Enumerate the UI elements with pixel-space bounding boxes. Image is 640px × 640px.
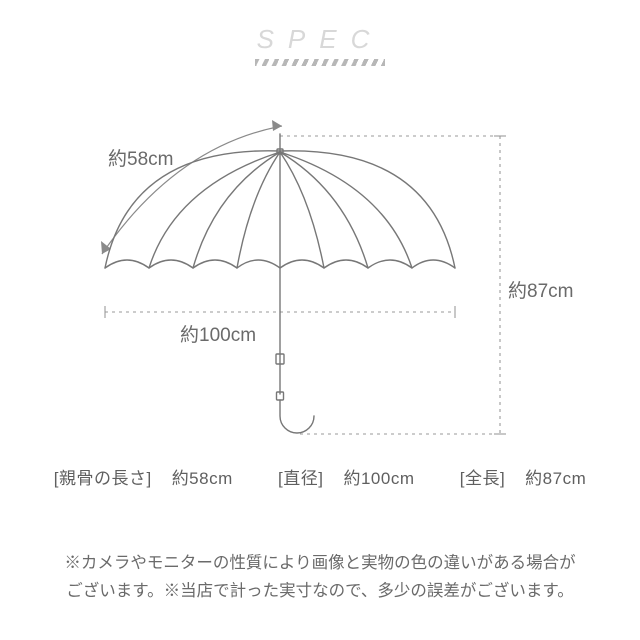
disclaimer-line1: ※カメラやモニターの性質により画像と実物の色の違いがある場合が xyxy=(12,549,628,577)
spec-diameter: [直径]約100cm xyxy=(268,469,424,488)
dim-height-label: 約87cm xyxy=(508,276,573,303)
spec-length: [全長]約87cm xyxy=(450,469,597,488)
dim-rib-label: 約58cm xyxy=(108,144,173,171)
title-stripe xyxy=(255,59,385,66)
disclaimer-line2: ございます。※当店で計った実寸なので、多少の誤差がございます。 xyxy=(12,577,628,605)
dim-diameter-label: 約100cm xyxy=(180,320,256,347)
disclaimer-text: ※カメラやモニターの性質により画像と実物の色の違いがある場合が ございます。※当… xyxy=(0,549,640,605)
spec-summary: [親骨の長さ]約58cm [直径]約100cm [全長]約87cm xyxy=(0,464,640,489)
umbrella-diagram: 約58cm 約100cm 約87cm xyxy=(0,76,640,436)
spec-title: SPEC xyxy=(0,0,640,55)
spec-rib: [親骨の長さ]約58cm xyxy=(44,469,243,488)
